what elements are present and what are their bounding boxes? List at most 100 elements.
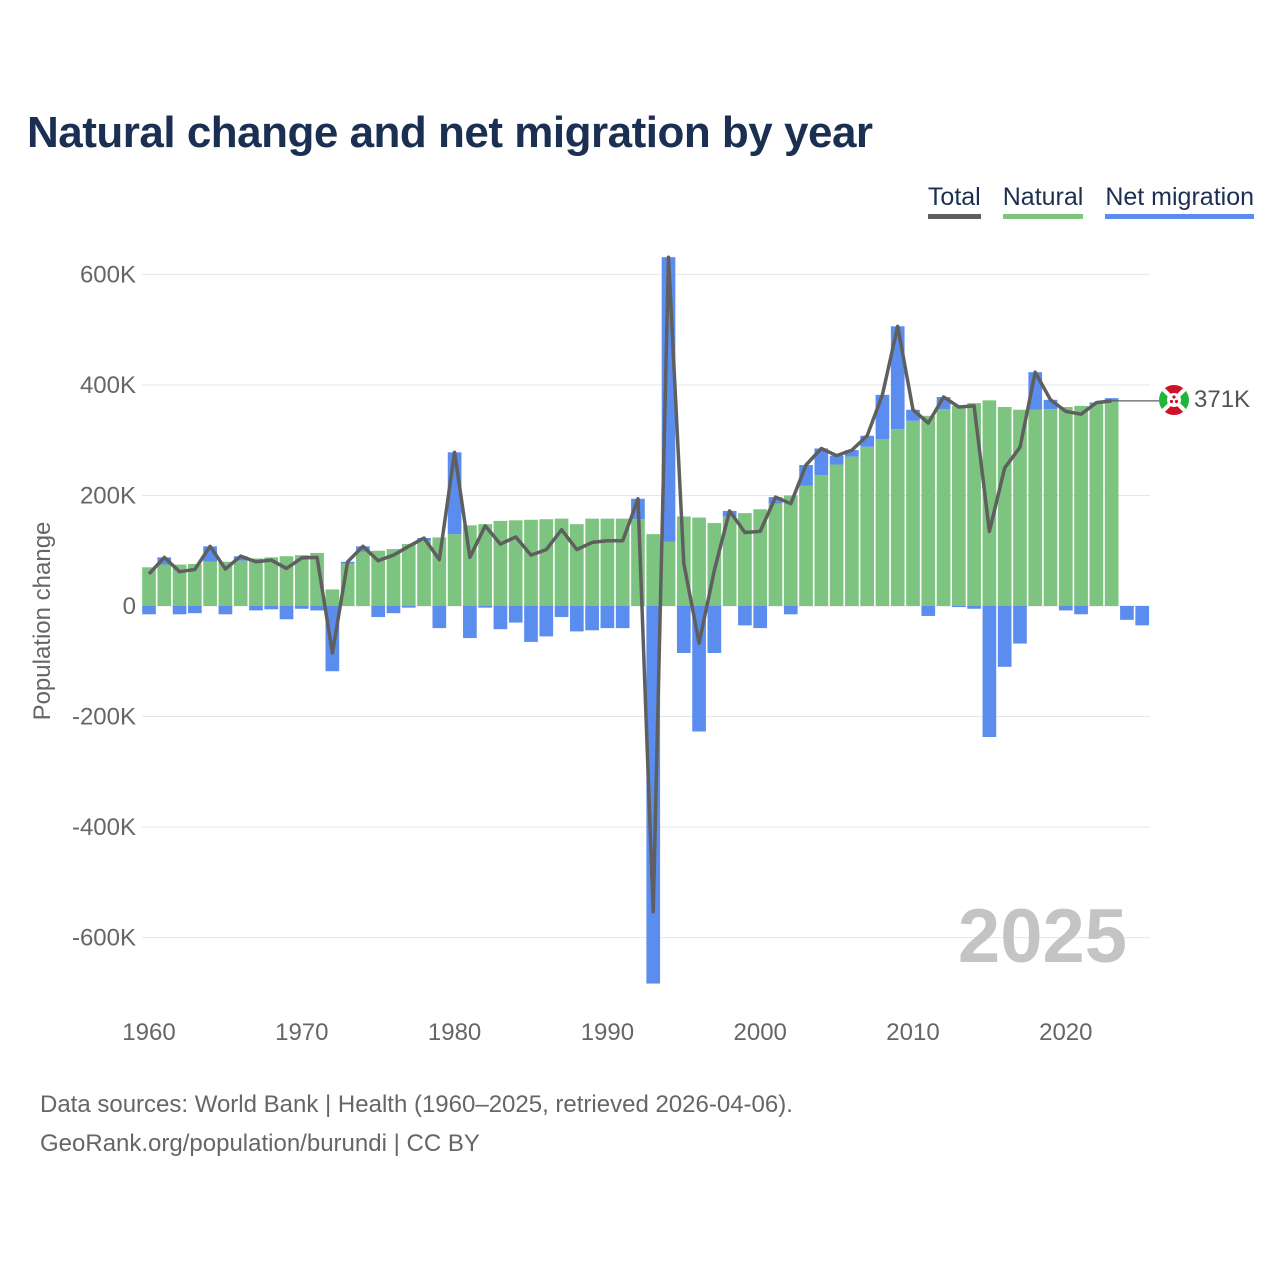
- bar-natural[interactable]: [310, 552, 324, 606]
- bar-net-migration[interactable]: [249, 606, 263, 611]
- bar-natural[interactable]: [447, 534, 462, 606]
- bar-natural[interactable]: [875, 439, 890, 606]
- bar-natural[interactable]: [722, 516, 737, 606]
- bar-natural[interactable]: [325, 589, 340, 606]
- bar-natural[interactable]: [860, 446, 874, 606]
- footer-attribution[interactable]: GeoRank.org/population/burundi | CC BY: [40, 1130, 480, 1157]
- bar-net-migration[interactable]: [738, 606, 752, 626]
- bar-net-migration[interactable]: [982, 606, 997, 738]
- bar-natural[interactable]: [417, 540, 431, 606]
- bar-net-migration[interactable]: [906, 409, 920, 421]
- bar-natural[interactable]: [600, 518, 615, 606]
- bar-net-migration[interactable]: [279, 606, 294, 620]
- bar-natural[interactable]: [493, 520, 508, 606]
- bar-natural[interactable]: [1074, 405, 1088, 606]
- bar-natural[interactable]: [264, 557, 279, 606]
- bar-net-migration[interactable]: [371, 606, 386, 618]
- bar-natural[interactable]: [279, 556, 294, 606]
- bar-natural[interactable]: [233, 560, 248, 606]
- bar-natural[interactable]: [463, 525, 477, 606]
- bar-natural[interactable]: [921, 415, 936, 606]
- legend-total[interactable]: Total: [927, 183, 981, 219]
- bar-net-migration[interactable]: [1013, 606, 1027, 644]
- bar-natural[interactable]: [157, 564, 172, 606]
- bar-net-migration[interactable]: [753, 606, 768, 629]
- bar-natural[interactable]: [982, 400, 997, 606]
- bar-net-migration[interactable]: [921, 606, 936, 616]
- bar-natural[interactable]: [753, 509, 768, 606]
- bar-natural[interactable]: [1028, 409, 1043, 606]
- bar-net-migration[interactable]: [845, 450, 859, 457]
- bar-natural[interactable]: [203, 561, 217, 606]
- bar-natural[interactable]: [401, 544, 416, 606]
- bar-net-migration[interactable]: [967, 606, 981, 609]
- bar-net-migration[interactable]: [554, 606, 569, 618]
- bar-natural[interactable]: [570, 524, 584, 606]
- bar-net-migration[interactable]: [218, 606, 233, 615]
- bar-natural[interactable]: [188, 563, 202, 606]
- bar-natural[interactable]: [524, 519, 538, 606]
- bar-net-migration[interactable]: [707, 606, 722, 653]
- bar-natural[interactable]: [906, 420, 920, 606]
- bar-net-migration[interactable]: [692, 606, 706, 732]
- bar-natural[interactable]: [294, 555, 309, 606]
- bar-net-migration[interactable]: [508, 606, 523, 623]
- bar-net-migration[interactable]: [264, 606, 279, 610]
- bar-net-migration[interactable]: [142, 606, 156, 615]
- bar-natural[interactable]: [585, 518, 599, 606]
- bar-net-migration[interactable]: [524, 606, 538, 642]
- bar-net-migration[interactable]: [783, 606, 798, 615]
- bar-net-migration[interactable]: [478, 606, 492, 608]
- bar-natural[interactable]: [692, 517, 706, 606]
- bar-natural[interactable]: [1104, 400, 1119, 606]
- bar-net-migration[interactable]: [539, 606, 554, 637]
- bar-natural[interactable]: [814, 474, 829, 606]
- bar-natural[interactable]: [890, 429, 905, 606]
- bar-natural[interactable]: [661, 541, 676, 606]
- bar-natural[interactable]: [478, 524, 492, 606]
- bar-net-migration[interactable]: [356, 546, 370, 552]
- bar-net-migration[interactable]: [1135, 606, 1150, 626]
- bar-natural[interactable]: [1058, 406, 1073, 606]
- bar-natural[interactable]: [845, 456, 859, 606]
- bar-net-migration[interactable]: [1074, 606, 1088, 615]
- legend-natural[interactable]: Natural: [1002, 183, 1084, 219]
- bar-natural[interactable]: [829, 464, 844, 606]
- bar-natural[interactable]: [768, 503, 783, 606]
- bar-net-migration[interactable]: [1043, 399, 1058, 410]
- bar-natural[interactable]: [646, 534, 661, 606]
- bar-natural[interactable]: [554, 518, 569, 606]
- bar-natural[interactable]: [142, 567, 156, 606]
- bar-net-migration[interactable]: [615, 606, 630, 629]
- bar-natural[interactable]: [539, 519, 554, 606]
- bar-net-migration[interactable]: [875, 394, 890, 440]
- bar-net-migration[interactable]: [585, 606, 599, 631]
- bar-net-migration[interactable]: [1104, 398, 1119, 401]
- bar-natural[interactable]: [371, 550, 386, 606]
- bar-natural[interactable]: [738, 513, 752, 606]
- bar-net-migration[interactable]: [310, 606, 324, 611]
- bar-natural[interactable]: [997, 406, 1012, 606]
- bar-net-migration[interactable]: [952, 606, 966, 608]
- bar-net-migration[interactable]: [600, 606, 615, 629]
- bar-net-migration[interactable]: [829, 455, 844, 465]
- bar-net-migration[interactable]: [432, 606, 447, 629]
- bar-net-migration[interactable]: [386, 606, 401, 614]
- bar-natural[interactable]: [356, 551, 370, 606]
- bar-natural[interactable]: [936, 409, 951, 606]
- bar-natural[interactable]: [1089, 404, 1104, 606]
- bar-natural[interactable]: [967, 403, 981, 606]
- bar-natural[interactable]: [799, 485, 813, 606]
- bar-net-migration[interactable]: [401, 606, 416, 608]
- bar-net-migration[interactable]: [814, 448, 829, 475]
- bar-natural[interactable]: [249, 558, 263, 606]
- legend-net-migration[interactable]: Net migration: [1105, 183, 1254, 219]
- bar-net-migration[interactable]: [1058, 606, 1073, 611]
- bar-net-migration[interactable]: [188, 606, 202, 614]
- bar-net-migration[interactable]: [676, 606, 691, 653]
- bar-natural[interactable]: [386, 549, 401, 606]
- bar-net-migration[interactable]: [157, 557, 172, 565]
- bar-net-migration[interactable]: [493, 606, 508, 630]
- bar-net-migration[interactable]: [860, 435, 874, 447]
- bar-net-migration[interactable]: [1120, 606, 1134, 620]
